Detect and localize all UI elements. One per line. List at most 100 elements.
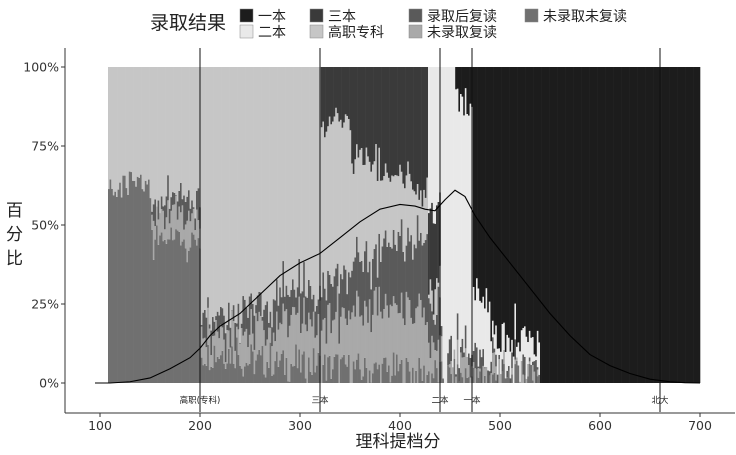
bar-segment-weilu	[464, 368, 467, 383]
bar-segment-fudu_none	[298, 296, 301, 350]
bar-segment-yiben	[527, 67, 530, 343]
bar-segment-weilu	[324, 354, 326, 383]
bar-segment-gaozhi	[247, 67, 250, 318]
bar-segment-erben	[437, 67, 440, 202]
bar	[328, 67, 331, 383]
bar-segment-sanben	[351, 67, 354, 164]
bar-segment-weilu	[538, 374, 541, 383]
bar-segment-gaozhi	[383, 176, 386, 239]
bar	[640, 67, 643, 383]
bar-segment-gaozhi	[277, 67, 280, 306]
bar-segment-yiben	[496, 67, 499, 349]
bar-segment-weilu	[421, 380, 424, 383]
bar-segment-fudu_after	[447, 353, 450, 366]
bar-segment-gaozhi	[367, 156, 370, 273]
bar-segment-fudu_after	[221, 308, 224, 328]
bar-segment-fudu_after	[176, 201, 179, 220]
bar-segment-gaozhi	[108, 67, 110, 190]
bar-segment-weilu	[300, 372, 302, 383]
bar-segment-weilu	[296, 368, 299, 383]
bar-segment-yiben	[658, 67, 661, 383]
bar-segment-fudu_after	[338, 293, 341, 344]
bar	[399, 67, 402, 383]
bar-segment-weilu	[365, 367, 368, 383]
bar-segment-fudu_none	[519, 381, 522, 383]
bar-segment-weilu	[160, 232, 163, 383]
bar-segment-weilu	[476, 369, 478, 383]
bar-segment-yiben	[684, 67, 686, 383]
bar-segment-gaozhi	[372, 164, 374, 260]
bar-segment-fudu_after	[309, 285, 312, 320]
bar-segment-fudu_after	[368, 261, 371, 300]
bar-segment-fudu_after	[359, 261, 362, 317]
bar-segment-fudu_none	[223, 339, 226, 364]
bar	[341, 67, 344, 383]
bar-segment-fudu_after	[255, 305, 258, 314]
bar	[698, 67, 701, 383]
bar	[460, 67, 462, 383]
bar-segment-weilu	[223, 363, 226, 383]
bar-segment-yiben	[455, 67, 458, 90]
bar-segment-weilu	[234, 368, 237, 383]
bar-segment-fudu_none	[264, 345, 267, 378]
bar	[679, 67, 682, 383]
bar-segment-sanben	[405, 67, 408, 176]
bar-segment-fudu_none	[285, 309, 288, 358]
bar-segment-fudu_none	[157, 219, 160, 245]
bar-segment-fudu_none	[188, 210, 190, 251]
bar-segment-fudu_after	[383, 238, 386, 310]
bar-segment-yiben	[693, 67, 696, 383]
bar-segment-erben	[503, 322, 506, 350]
bar-segment-fudu_none	[218, 338, 221, 359]
bar-segment-fudu_after	[490, 361, 493, 374]
bar-segment-yiben	[594, 67, 597, 383]
bar-segment-erben	[463, 115, 466, 353]
bar-segment-fudu_none	[520, 360, 523, 383]
bar-segment-yiben	[460, 67, 462, 95]
bar-segment-fudu_none	[333, 319, 336, 357]
bar-segment-sanben	[428, 213, 430, 295]
bar	[591, 67, 594, 383]
bar-segment-fudu_none	[191, 213, 194, 233]
bar	[244, 67, 246, 383]
bar-segment-fudu_none	[296, 312, 299, 369]
bar	[173, 67, 176, 383]
bar-segment-weilu	[168, 239, 171, 383]
bar-segment-gaozhi	[240, 67, 243, 324]
bar	[484, 67, 486, 383]
bar	[440, 67, 443, 383]
bar-segment-fudu_none	[356, 290, 358, 360]
bar-segment-gaozhi	[420, 190, 422, 233]
bar-segment-fudu_none	[346, 325, 349, 367]
bar-segment-gaozhi	[146, 67, 149, 185]
bar-segment-gaozhi	[111, 67, 114, 189]
x-tick-label: 600	[588, 418, 612, 433]
bar-segment-gaozhi	[164, 67, 166, 206]
bar-segment-gaozhi	[280, 67, 283, 298]
bar-segment-gaozhi	[410, 181, 413, 236]
bar-segment-fudu_after	[354, 257, 357, 317]
bar	[384, 67, 387, 383]
bar-segment-yiben	[653, 67, 656, 383]
bar-segment-gaozhi	[282, 67, 285, 262]
bar-segment-fudu_none	[242, 335, 245, 377]
bar-segment-erben	[444, 67, 446, 383]
bar	[357, 67, 360, 383]
bar-segment-fudu_none	[213, 335, 216, 346]
bar	[159, 67, 162, 383]
bar-segment-weilu	[148, 179, 150, 383]
bar-segment-gaozhi	[332, 121, 334, 287]
bar-segment-weilu	[253, 374, 256, 383]
bar-segment-weilu	[346, 366, 349, 383]
bar-segment-gaozhi	[223, 67, 226, 316]
bar	[336, 67, 339, 383]
bar-segment-sanben	[432, 223, 435, 315]
bar	[277, 67, 280, 383]
bar-segment-gaozhi	[220, 67, 222, 307]
bar-segment-weilu	[397, 371, 400, 383]
bar-segment-weilu	[508, 370, 510, 383]
bar	[442, 67, 445, 383]
bar-segment-sanben	[396, 67, 398, 176]
bar-segment-weilu	[220, 355, 222, 383]
bar	[624, 67, 627, 383]
